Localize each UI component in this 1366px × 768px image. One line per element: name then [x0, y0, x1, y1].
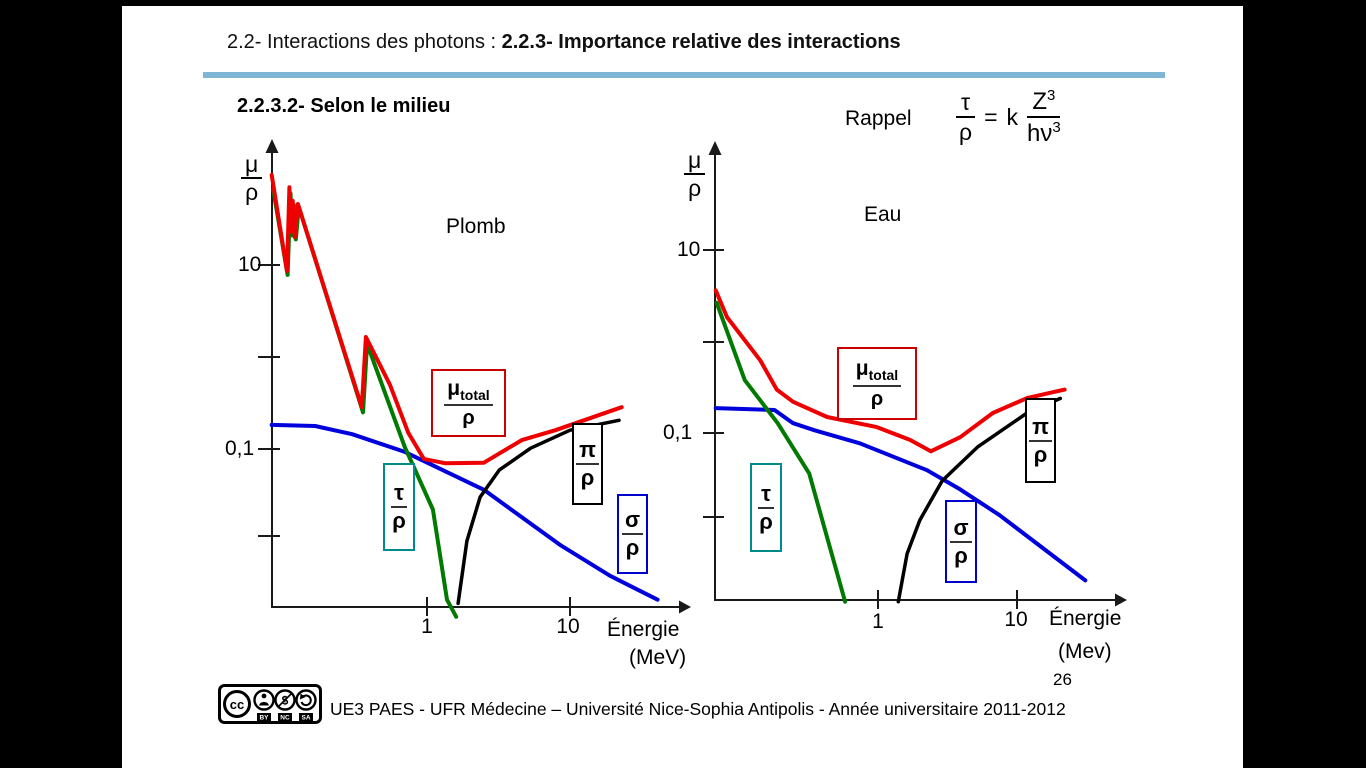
page-title-regular: 2.2- Interactions des photons :	[227, 31, 502, 53]
rappel-formula: τ ρ = k Z3 hν3	[956, 88, 1061, 146]
eau-label-pi: π ρ	[1025, 398, 1056, 483]
by-label: BY	[259, 715, 269, 722]
eau-x-axis-label: Énergie	[1049, 607, 1122, 630]
page-title: 2.2- Interactions des photons : 2.2.3- I…	[227, 31, 901, 54]
rho-denominator: ρ	[625, 535, 640, 560]
rho-symbol: ρ	[245, 179, 259, 206]
page-number: 26	[1053, 670, 1072, 689]
eau-x-axis-unit: (Mev)	[1058, 640, 1112, 663]
nc-icon: $	[274, 689, 296, 711]
rho-denominator: ρ	[954, 542, 968, 568]
plomb-y-axis-label: μ ρ	[241, 152, 263, 206]
mu-symbol: μ	[241, 152, 263, 180]
eau-label-sigma: σ ρ	[945, 500, 977, 583]
sa-icon	[295, 689, 317, 711]
rho-symbol: ρ	[959, 119, 973, 146]
eau-label-mu-total: μtotal ρ	[837, 347, 917, 420]
rho-denominator: ρ	[580, 465, 595, 490]
section-heading: 2.2.3.2- Selon le milieu	[237, 95, 451, 117]
plomb-ytick-label-10: 10	[238, 253, 262, 276]
pi-numerator: π	[1029, 415, 1052, 442]
nc-label: NC	[280, 715, 290, 722]
rho-denominator: ρ	[1033, 441, 1048, 467]
eau-label-tau: τ ρ	[750, 463, 782, 552]
plomb-xtick-label-10: 10	[556, 615, 580, 638]
tau-over-rho-fraction: τ ρ	[956, 90, 976, 146]
pi-numerator: π	[576, 439, 599, 465]
rho-denominator: ρ	[462, 407, 475, 430]
rho-denominator: ρ	[759, 508, 773, 534]
mu-total-numerator: μtotal	[852, 358, 902, 387]
z-cubed: Z3	[1027, 88, 1061, 119]
plomb-title: Plomb	[446, 215, 506, 238]
rho-symbol: ρ	[688, 175, 702, 202]
mu-total-numerator: μtotal	[444, 378, 493, 407]
page-title-bold: 2.2.3- Importance relative des interacti…	[501, 31, 901, 53]
plomb-label-tau: τ ρ	[383, 463, 415, 551]
coefficient-k: k	[1006, 103, 1019, 130]
z3-over-hnu3-fraction: Z3 hν3	[1027, 88, 1061, 148]
sa-label: SA	[301, 715, 310, 722]
footer-text: UE3 PAES - UFR Médecine – Université Nic…	[330, 699, 1066, 719]
tau-symbol: τ	[956, 90, 976, 119]
hnu-cubed: hν3	[1027, 119, 1061, 148]
tau-numerator: τ	[758, 482, 774, 509]
eau-ytick-label-10: 10	[677, 238, 701, 261]
eau-title: Eau	[864, 203, 902, 226]
sigma-numerator: σ	[950, 516, 972, 543]
plomb-label-mu-total: μtotal ρ	[431, 369, 506, 437]
mu-symbol: μ	[684, 148, 706, 176]
plomb-ytick-label-0p1: 0,1	[225, 437, 255, 460]
cc-icon	[223, 690, 251, 718]
cc-license-badge: cc $ BY NC SA	[218, 684, 322, 724]
equals-sign: =	[984, 103, 998, 130]
eau-y-axis-label: μ ρ	[684, 148, 706, 202]
plomb-x-axis-label: Énergie	[607, 618, 680, 641]
plomb-xtick-label-1: 1	[421, 615, 433, 638]
cc-icon-text: cc	[230, 697, 244, 712]
rappel-label: Rappel	[845, 107, 912, 130]
rho-denominator: ρ	[870, 387, 884, 410]
plomb-x-axis-unit: (MeV)	[629, 646, 687, 669]
rho-denominator: ρ	[392, 508, 406, 533]
plomb-label-sigma: σ ρ	[617, 494, 648, 574]
eau-xtick-label-10: 10	[1004, 608, 1028, 631]
tau-numerator: τ	[391, 482, 407, 508]
title-underline	[203, 72, 1165, 78]
plomb-label-pi: π ρ	[572, 423, 603, 505]
sigma-numerator: σ	[621, 509, 644, 535]
eau-ytick-label-0p1: 0,1	[663, 421, 693, 444]
by-icon	[253, 689, 275, 711]
eau-xtick-label-1: 1	[872, 610, 884, 633]
